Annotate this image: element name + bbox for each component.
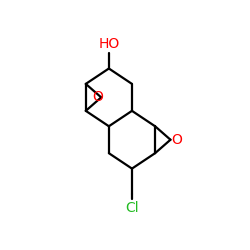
Text: O: O bbox=[171, 133, 182, 147]
Text: HO: HO bbox=[98, 37, 120, 51]
Text: Cl: Cl bbox=[125, 201, 139, 215]
Text: O: O bbox=[92, 90, 103, 104]
